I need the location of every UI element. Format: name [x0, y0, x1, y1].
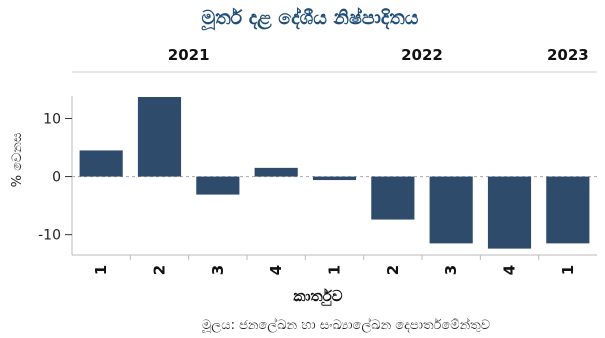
x-tick-label: 2 [384, 265, 402, 275]
x-tick-label: 4 [501, 265, 519, 275]
y-tick-label: 10 [43, 111, 61, 127]
x-tick-label: 1 [559, 265, 577, 275]
x-tick-label: 3 [442, 265, 460, 275]
x-axis-label: කාර්තුව [293, 287, 342, 306]
x-tick-label: 1 [92, 265, 110, 275]
bar [546, 176, 590, 244]
bar [137, 96, 182, 177]
y-tick-label: -10 [38, 228, 61, 244]
year-label: 2021 [168, 46, 210, 64]
bar [196, 176, 240, 195]
bar [312, 176, 357, 181]
source-note: මූලය: ජනලේඛන හා සංඛ්‍යාලේඛන දෙපාර්තමේන්ත… [201, 317, 490, 333]
year-labels: 2021 2022 2023 [168, 46, 589, 64]
bar [487, 176, 532, 249]
bars [79, 96, 590, 249]
x-tick-label: 4 [267, 265, 285, 275]
axes [65, 71, 597, 260]
x-tick-label: 2 [151, 265, 169, 275]
year-label: 2023 [547, 46, 589, 64]
bar [371, 176, 415, 220]
bar [429, 176, 473, 244]
chart-title: මූර්ත දළ දේශීය නිෂ්පාදිතය [201, 7, 419, 32]
bar [79, 150, 123, 177]
bar [254, 167, 298, 177]
year-label: 2022 [401, 46, 443, 64]
y-axis-label: % වෙනස [10, 133, 25, 188]
x-tick-label: 1 [326, 265, 344, 275]
x-tick-label: 3 [209, 265, 227, 275]
tick-labels: -10 0 10 1 2 3 4 1 2 3 4 1 [38, 111, 577, 275]
y-tick-label: 0 [52, 170, 61, 186]
